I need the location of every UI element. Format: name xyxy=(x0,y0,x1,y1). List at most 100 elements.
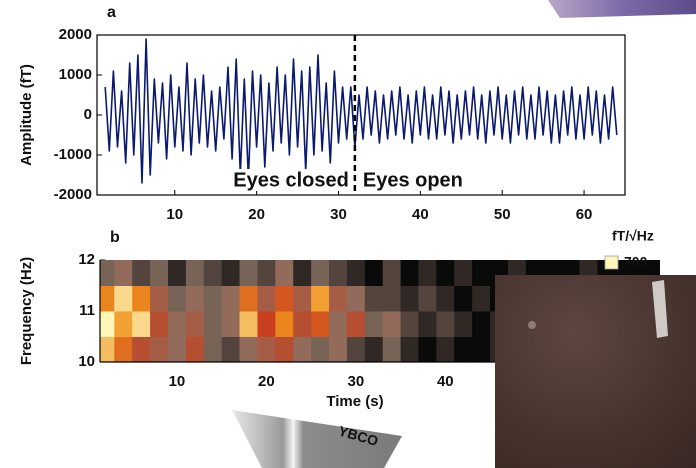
heat-cell xyxy=(365,311,383,337)
heat-cell xyxy=(114,311,132,337)
heat-cell xyxy=(293,286,311,312)
heat-cell xyxy=(204,286,222,312)
heat-cell xyxy=(204,260,222,286)
x-tick-label: 40 xyxy=(412,206,429,223)
colorbar-label: fT/√Hz xyxy=(612,228,654,244)
heat-cell xyxy=(186,260,204,286)
x-tick-label: 10 xyxy=(169,373,186,390)
heat-cell xyxy=(275,311,293,337)
x-tick-label: 30 xyxy=(330,206,347,223)
heat-cell xyxy=(472,260,490,286)
heat-cell xyxy=(168,337,186,363)
heat-cell xyxy=(293,260,311,286)
heat-cell xyxy=(275,260,293,286)
heat-cell xyxy=(329,286,347,312)
colorbar-swatch xyxy=(605,256,618,269)
x-tick-label: 30 xyxy=(348,373,365,390)
figure: 102030405060-2000-1000010002000aAmplitud… xyxy=(0,0,696,468)
heat-cell xyxy=(132,260,150,286)
heat-cell xyxy=(418,260,436,286)
heat-cell xyxy=(150,260,168,286)
annotation: Eyes open xyxy=(363,169,463,191)
heat-cell xyxy=(401,337,419,363)
heat-cell xyxy=(365,286,383,312)
heat-cell xyxy=(240,286,258,312)
x-axis-label: Time (s) xyxy=(326,393,383,410)
heat-cell xyxy=(347,260,365,286)
y-axis-label: Amplitude (fT) xyxy=(18,64,35,166)
heat-cell xyxy=(383,311,401,337)
signal-line xyxy=(105,39,617,183)
x-tick-label: 40 xyxy=(437,373,454,390)
heat-cell xyxy=(347,311,365,337)
heat-cell xyxy=(114,286,132,312)
heat-cell xyxy=(96,260,114,286)
heat-cell xyxy=(114,337,132,363)
heat-cell xyxy=(329,311,347,337)
heat-cell xyxy=(275,337,293,363)
heat-cell xyxy=(96,311,114,337)
heat-cell xyxy=(401,286,419,312)
heat-cell xyxy=(454,311,472,337)
heat-cell xyxy=(132,337,150,363)
heat-cell xyxy=(418,337,436,363)
heat-cell xyxy=(150,337,168,363)
heat-cell xyxy=(454,260,472,286)
x-tick-label: 20 xyxy=(258,373,275,390)
colorbar-tick-label: 700 xyxy=(624,254,648,270)
photo-spot xyxy=(528,321,536,329)
x-tick-label: 20 xyxy=(248,206,265,223)
heat-cell xyxy=(401,260,419,286)
heat-cell xyxy=(311,337,329,363)
heat-cell xyxy=(472,311,490,337)
x-tick-label: 10 xyxy=(166,206,183,223)
panel-label: a xyxy=(107,4,116,21)
heat-cell xyxy=(257,311,275,337)
heat-cell xyxy=(383,337,401,363)
heat-cell xyxy=(257,286,275,312)
heat-cell xyxy=(401,311,419,337)
heat-cell xyxy=(257,337,275,363)
y-tick-label: 0 xyxy=(84,106,92,123)
heat-cell xyxy=(436,337,454,363)
heat-cell xyxy=(472,286,490,312)
heat-cell xyxy=(275,286,293,312)
page: 102030405060-2000-1000010002000aAmplitud… xyxy=(0,0,696,468)
heat-cell xyxy=(132,311,150,337)
heat-cell xyxy=(454,337,472,363)
heat-cell xyxy=(365,337,383,363)
y-tick-label: 10 xyxy=(78,353,95,370)
heat-cell xyxy=(436,286,454,312)
heat-cell xyxy=(329,260,347,286)
heat-cell xyxy=(222,286,240,312)
heat-cell xyxy=(222,260,240,286)
heat-cell xyxy=(168,311,186,337)
x-tick-label: 50 xyxy=(494,206,511,223)
heat-cell xyxy=(96,337,114,363)
y-tick-label: 1000 xyxy=(59,66,92,83)
heat-cell xyxy=(257,260,275,286)
heat-cell xyxy=(186,286,204,312)
heat-cell xyxy=(436,311,454,337)
heat-cell xyxy=(168,260,186,286)
heat-cell xyxy=(240,311,258,337)
heat-cell xyxy=(418,311,436,337)
heat-cell xyxy=(436,260,454,286)
heat-cell xyxy=(204,311,222,337)
heat-cell xyxy=(311,311,329,337)
heat-cell xyxy=(168,286,186,312)
heat-cell xyxy=(311,286,329,312)
heat-cell xyxy=(204,337,222,363)
heat-cell xyxy=(240,260,258,286)
heat-cell xyxy=(383,260,401,286)
panel-label: b xyxy=(110,229,120,246)
heat-cell xyxy=(132,286,150,312)
heat-cell xyxy=(222,311,240,337)
heat-cell xyxy=(347,337,365,363)
heat-cell xyxy=(365,260,383,286)
heat-cell xyxy=(293,311,311,337)
y-tick-label: 2000 xyxy=(59,26,92,43)
heat-cell xyxy=(383,286,401,312)
y-tick-label: -2000 xyxy=(54,186,92,203)
heat-cell xyxy=(114,260,132,286)
